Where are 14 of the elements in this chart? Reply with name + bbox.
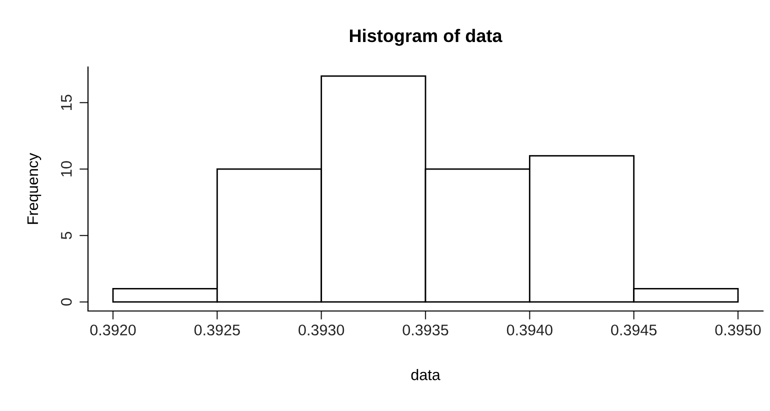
x-tick-label: 0.3945 [611,324,657,336]
x-axis-title: data [411,368,440,380]
x-tick-label: 0.3925 [194,324,240,336]
y-tick-label: 15 [61,94,72,110]
y-axis-title: Frequency [27,152,42,224]
y-tick-label: 10 [60,161,72,176]
y-tick-label: 0 [60,298,72,306]
chart-title: Histogram of data [350,28,502,46]
x-tick-label: 0.3950 [715,324,761,336]
y-tick-label: 5 [61,232,72,240]
x-tick-label: 0.3940 [506,324,552,336]
x-tick-label: 0.3920 [90,324,136,336]
x-tick-label: 0.3935 [402,324,448,336]
x-tick-label: 0.3930 [298,324,344,336]
